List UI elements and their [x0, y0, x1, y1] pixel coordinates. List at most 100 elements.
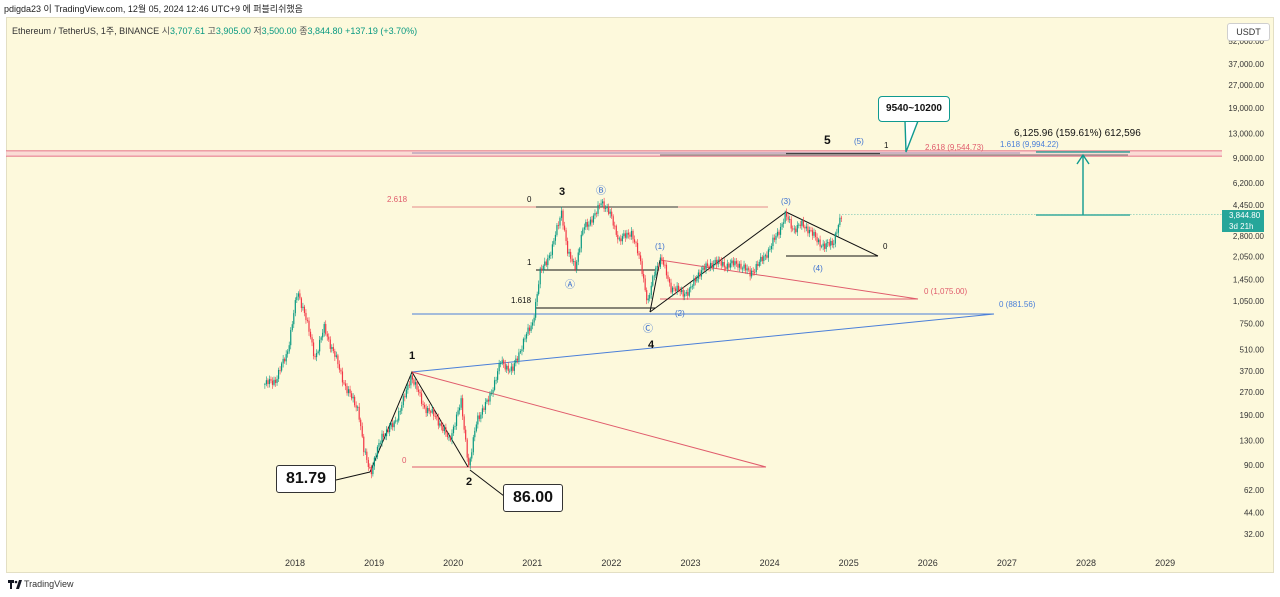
candle-body [609, 211, 611, 214]
candle-body [472, 437, 474, 453]
candle-body [690, 286, 692, 289]
red-trend-wave2 [411, 371, 767, 468]
candle-body [647, 298, 649, 301]
candle-body [410, 375, 412, 386]
candle-body [524, 338, 526, 340]
candle-body [589, 219, 592, 225]
x-tick-label: 2018 [285, 558, 305, 568]
candle-body [595, 213, 598, 214]
candle-body [413, 379, 415, 385]
candle-body [382, 433, 385, 438]
candle-body [528, 327, 531, 331]
drawing-layer [6, 120, 1222, 497]
candle-body [376, 446, 379, 457]
candle-body [662, 260, 665, 265]
y-tick-label: 130.00 [1240, 436, 1265, 445]
candle-body [782, 222, 785, 224]
candle-body [535, 302, 537, 318]
candle-body [656, 265, 658, 268]
candle-body [813, 232, 815, 236]
candle-body [681, 289, 683, 293]
candle-body [521, 349, 523, 352]
candle-body [816, 237, 818, 243]
candle-body [370, 467, 372, 475]
candle-body [334, 350, 336, 357]
candle-body [274, 379, 277, 383]
candle-body [271, 380, 274, 385]
candle-body [516, 358, 518, 361]
candle-body [504, 363, 506, 370]
candle-body [515, 358, 517, 364]
candle-body [389, 426, 391, 433]
candle-body [360, 419, 362, 427]
candle-body [737, 263, 739, 268]
candle-body [493, 380, 496, 390]
y-tick-label: 1,450.00 [1233, 276, 1265, 285]
candle-body [471, 452, 473, 459]
x-tick-label: 2028 [1076, 558, 1096, 568]
low-label: 저 [253, 26, 262, 36]
candle-body [314, 356, 316, 358]
candle-body [833, 243, 835, 246]
candle-body [311, 337, 313, 343]
candle-body [268, 379, 271, 385]
candle-body [306, 319, 309, 321]
candle-body [458, 407, 461, 411]
open-label: 시 [161, 26, 170, 36]
candle-body [719, 259, 721, 261]
chart-frame[interactable] [6, 17, 1274, 573]
candle-body [585, 222, 587, 228]
candle-body [282, 358, 284, 364]
candle-body [700, 270, 703, 277]
candle-body [653, 275, 655, 277]
candle-body [320, 337, 322, 340]
candle-body [478, 415, 480, 419]
candle-body [460, 398, 462, 408]
candle-body [419, 391, 421, 394]
candle-body [420, 393, 423, 404]
candle-body [758, 261, 760, 266]
candle-body [624, 233, 626, 238]
candle-body [440, 423, 442, 427]
candle-body [743, 264, 745, 269]
candle-body [757, 264, 759, 266]
candle-body [379, 442, 382, 444]
candle-body [343, 382, 345, 384]
low-value: 3,500.00 [261, 26, 297, 36]
candle-body [632, 230, 634, 240]
candle-body [372, 466, 374, 475]
candle-body [305, 312, 307, 320]
candle-body [702, 267, 704, 271]
currency-button[interactable]: USDT [1227, 23, 1270, 41]
y-tick-label: 6,200.00 [1233, 179, 1265, 188]
candle-body [828, 242, 830, 246]
candle-body [291, 324, 293, 331]
x-tick-label: 2019 [364, 558, 384, 568]
candle-body [659, 257, 661, 267]
y-tick-label: 9,000.00 [1233, 154, 1265, 163]
candle-body [507, 365, 509, 371]
candle-body [326, 333, 328, 337]
candle-body [763, 256, 765, 262]
candle-body [582, 229, 584, 235]
candle-body [658, 265, 660, 267]
candle-body [489, 393, 491, 402]
candle-body [635, 242, 637, 244]
candle-body [481, 408, 484, 415]
candle-body [433, 409, 435, 417]
candle-body [723, 262, 725, 268]
candle-body [811, 230, 814, 236]
symbol-name: Ethereum / TetherUS, 1주, BINANCE [12, 26, 160, 36]
candle-body [618, 238, 620, 240]
x-axis: 2018 2019 2020 2021 2022 2023 2024 2025 2026 2027… [285, 558, 1175, 568]
candle-body [337, 355, 339, 365]
candle-body [563, 225, 566, 231]
candle-body [641, 261, 643, 274]
candle-body [614, 225, 616, 227]
candle-body [328, 336, 330, 340]
candle-body [363, 436, 365, 453]
candle-body [805, 226, 808, 229]
candle-body [620, 238, 622, 242]
candle-body [821, 246, 823, 248]
